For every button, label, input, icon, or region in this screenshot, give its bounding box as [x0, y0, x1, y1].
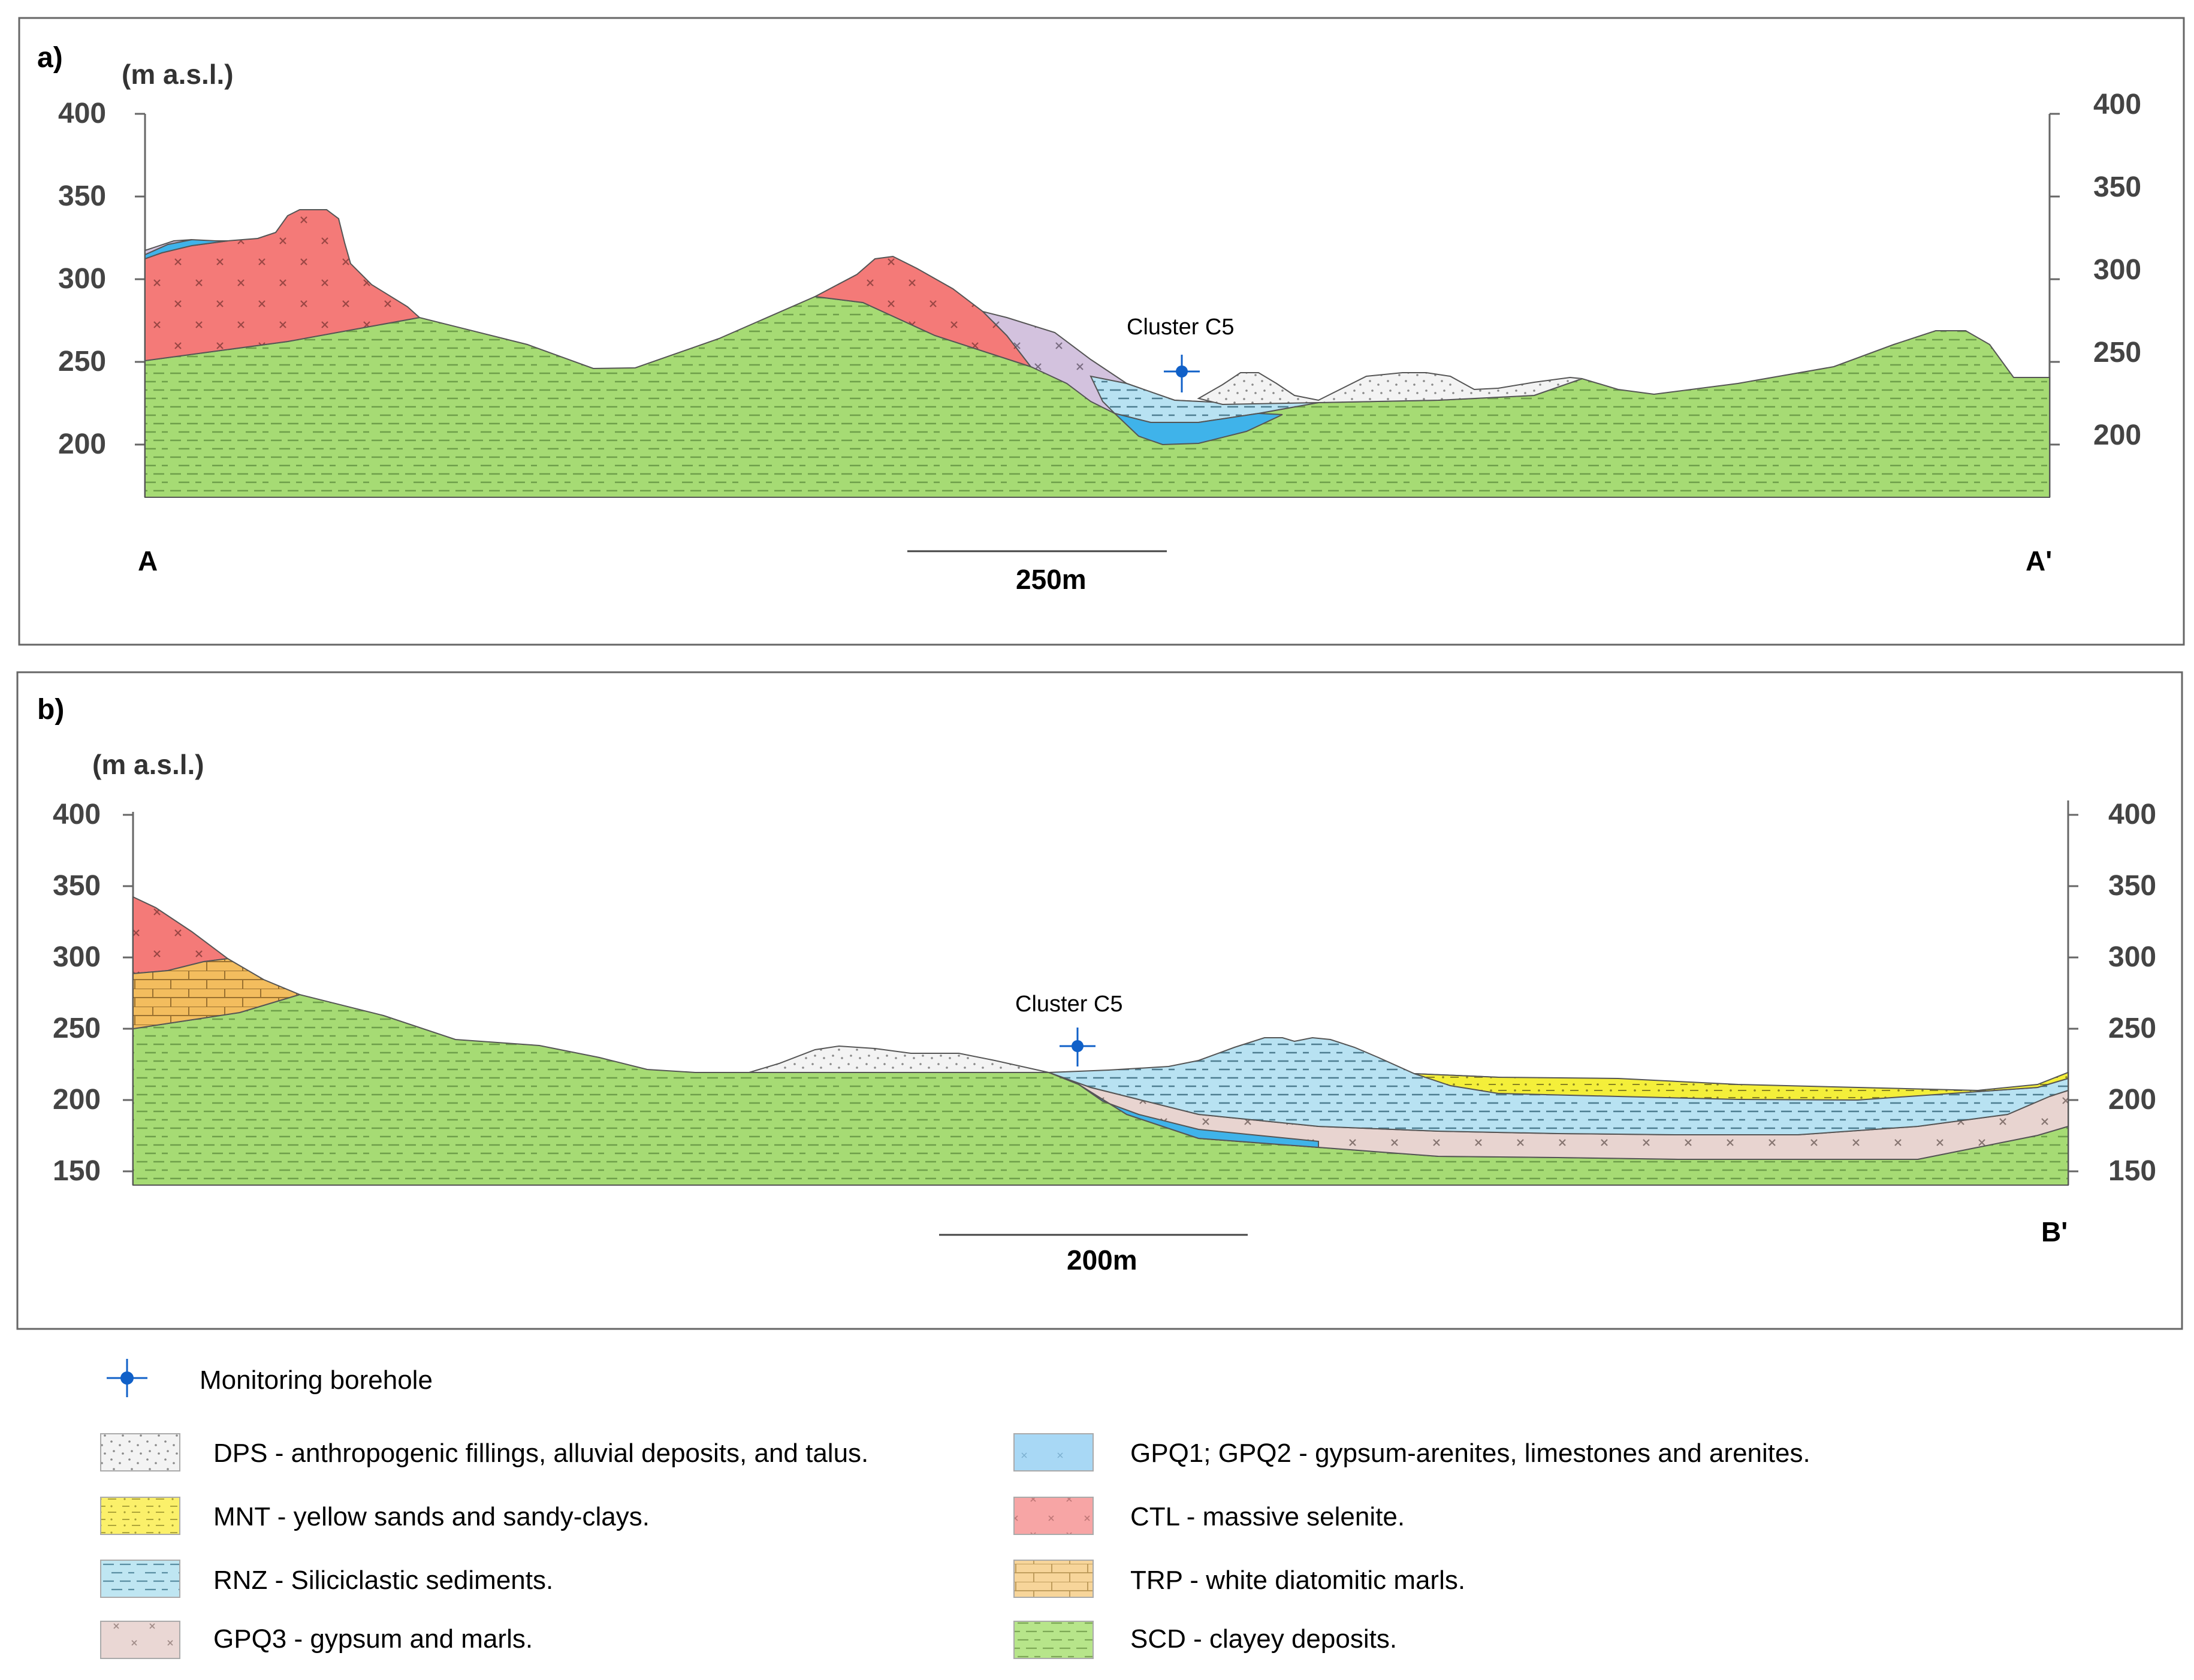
legend-swatch-scd	[1013, 1621, 1094, 1659]
panel-b-borehole-icon	[1060, 1028, 1096, 1066]
panel-b-gpq1-layer	[1078, 1084, 1319, 1149]
legend-swatch-trp	[1013, 1560, 1094, 1598]
panel-b-tick-left: 350	[53, 870, 101, 902]
legend-swatch-ctl	[1013, 1497, 1094, 1535]
panel-b-borehole-label: Cluster C5	[1015, 992, 1123, 1017]
legend-label-rnz: RNZ - Siliciclastic sediments.	[213, 1566, 553, 1595]
panel-a-tick-right: 300	[2093, 254, 2141, 286]
panel-a-borehole-label: Cluster C5	[1127, 315, 1235, 340]
panel-b-frame	[16, 671, 2183, 1330]
panel-a-frame	[18, 17, 2185, 646]
panel-a-label: a)	[37, 42, 63, 74]
panel-a-gpq3-cap	[144, 239, 192, 256]
legend-swatch-dps	[100, 1433, 180, 1471]
legend: Monitoring borehole DPS - anthropogenic …	[100, 1359, 1810, 1659]
legend-label-trp: TRP - white diatomitic marls.	[1130, 1566, 1465, 1595]
panel-a-rnz-layer	[1090, 375, 1319, 423]
panel-a-borehole-icon	[1164, 355, 1200, 392]
legend-swatch-mnt	[100, 1497, 180, 1535]
panel-b-label: b)	[37, 694, 64, 726]
panel-b-end-label: B'	[2041, 1216, 2068, 1247]
legend-label-mnt: MNT - yellow sands and sandy-clays.	[213, 1502, 650, 1531]
panel-a-tick-left: 300	[58, 263, 106, 295]
panel-a-ctl-layer	[813, 255, 1033, 368]
panel-a-scale-label: 250m	[1016, 564, 1087, 595]
panel-b-tick-right: 350	[2108, 870, 2156, 902]
legend-label-gpq3: GPQ3 - gypsum and marls.	[213, 1624, 533, 1654]
panel-a: a) (m a.s.l.) 400 350 300 250 200 400 35…	[18, 17, 2185, 646]
panel-b-tick-right: 250	[2108, 1013, 2156, 1044]
panel-b-tick-left: 150	[53, 1155, 101, 1187]
panel-a-tick-right: 250	[2093, 337, 2141, 368]
panel-a-tick-left: 400	[58, 98, 106, 129]
legend-borehole-icon	[107, 1359, 147, 1397]
legend-label-dps: DPS - anthropogenic fillings, alluvial d…	[213, 1439, 868, 1468]
panel-a-end-label: A'	[2026, 545, 2052, 576]
legend-label-scd: SCD - clayey deposits.	[1130, 1624, 1397, 1654]
panel-b-tick-left: 200	[53, 1084, 101, 1116]
panel-b-tick-right: 400	[2108, 799, 2156, 830]
panel-a-unit: (m a.s.l.)	[122, 59, 234, 90]
panel-a-tick-right: 200	[2093, 419, 2141, 451]
panel-b-tick-right: 300	[2108, 941, 2156, 973]
panel-b-tick-left: 300	[53, 941, 101, 973]
panel-a-start-label: A	[138, 545, 158, 576]
panel-b-trp-layer	[132, 957, 301, 1030]
panel-a-tick-left: 350	[58, 180, 106, 212]
panel-a-tick-left: 200	[58, 428, 106, 460]
panel-b-tick-left: 400	[53, 799, 101, 830]
panel-b-tick-left: 250	[53, 1013, 101, 1044]
panel-b-dps-layer	[749, 1045, 1049, 1073]
legend-borehole-label: Monitoring borehole	[200, 1365, 433, 1395]
panel-b-scale-label: 200m	[1067, 1244, 1137, 1276]
panel-a-tick-left: 250	[58, 346, 106, 377]
legend-swatch-rnz	[100, 1560, 180, 1598]
panel-b-tick-right: 200	[2108, 1084, 2156, 1116]
panel-b-mnt-layer	[1414, 1071, 2069, 1101]
panel-b-unit: (m a.s.l.)	[92, 749, 204, 780]
legend-label-gpq1: GPQ1; GPQ2 - gypsum-arenites, limestones…	[1130, 1439, 1810, 1468]
panel-b-tick-right: 150	[2108, 1155, 2156, 1187]
legend-label-ctl: CTL - massive selenite.	[1130, 1502, 1405, 1531]
panel-a-tick-right: 350	[2093, 171, 2141, 203]
legend-swatch-gpq3	[100, 1621, 180, 1659]
legend-swatch-gpq1	[1013, 1433, 1094, 1471]
panel-a-ctl-layer	[144, 209, 421, 362]
panel-b: b) (m a.s.l.) 400 350 300 250 200 150 40…	[16, 671, 2183, 1330]
panel-a-tick-right: 400	[2093, 89, 2141, 120]
panel-a-gpq1-layer	[1112, 412, 1283, 446]
panel-a-dps-layer	[1197, 372, 1583, 406]
